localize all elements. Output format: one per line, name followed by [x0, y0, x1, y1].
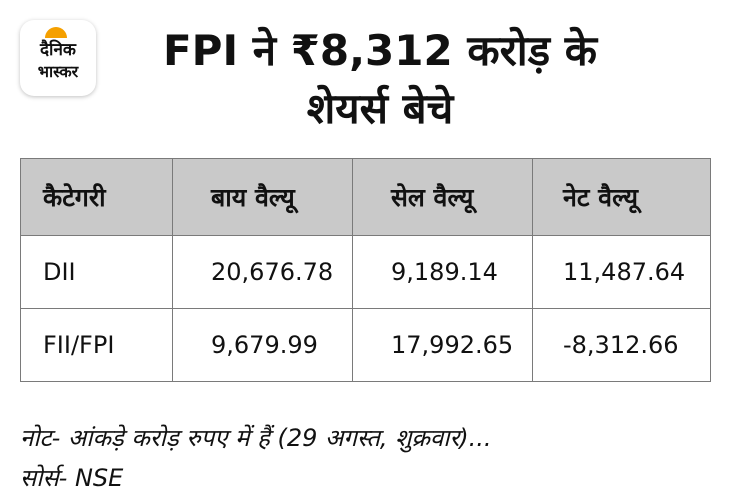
dainik-bhaskar-logo: दैनिक भास्कर	[20, 20, 96, 96]
cell-net-value: 11,487.64	[532, 235, 711, 309]
footnote-text: नोट- आंकड़े करोड़ रुपए में हैं (29 अगस्त…	[20, 424, 492, 452]
cell-sell-value: 9,189.14	[352, 235, 533, 309]
cell-sell-value: 17,992.65	[352, 308, 533, 382]
footer-notes: नोट- आंकड़े करोड़ रुपए में हैं (29 अगस्त…	[20, 418, 720, 498]
cell-category: DII	[20, 235, 173, 309]
cell-net-value: -8,312.66	[532, 308, 711, 382]
header-category: कैटेगरी	[20, 158, 173, 236]
headline-line2: शेयर्स बेचे	[306, 84, 454, 133]
sun-logo-icon	[45, 27, 67, 38]
header-net-value: नेट वैल्यू	[532, 158, 711, 236]
header-buy-value: बाय वैल्यू	[172, 158, 353, 236]
source-text: सोर्स- NSE	[20, 464, 124, 492]
headline-line1: FPI ने ₹8,312 करोड़ के	[162, 26, 597, 75]
cell-buy-value: 20,676.78	[172, 235, 353, 309]
logo-text-line1: दैनिक	[40, 40, 76, 60]
table-row: DII 20,676.78 9,189.14 11,487.64	[20, 235, 711, 309]
logo-text-line2: भास्कर	[37, 62, 79, 81]
cell-category: FII/FPI	[20, 308, 173, 382]
cell-buy-value: 9,679.99	[172, 308, 353, 382]
table-header-row: कैटेगरी बाय वैल्यू सेल वैल्यू नेट वैल्यू	[20, 158, 711, 236]
header-sell-value: सेल वैल्यू	[352, 158, 533, 236]
headline: FPI ने ₹8,312 करोड़ के शेयर्स बेचे	[100, 22, 660, 138]
table-row: FII/FPI 9,679.99 17,992.65 -8,312.66	[20, 308, 711, 382]
fpi-data-table: कैटेगरी बाय वैल्यू सेल वैल्यू नेट वैल्यू…	[20, 158, 711, 382]
